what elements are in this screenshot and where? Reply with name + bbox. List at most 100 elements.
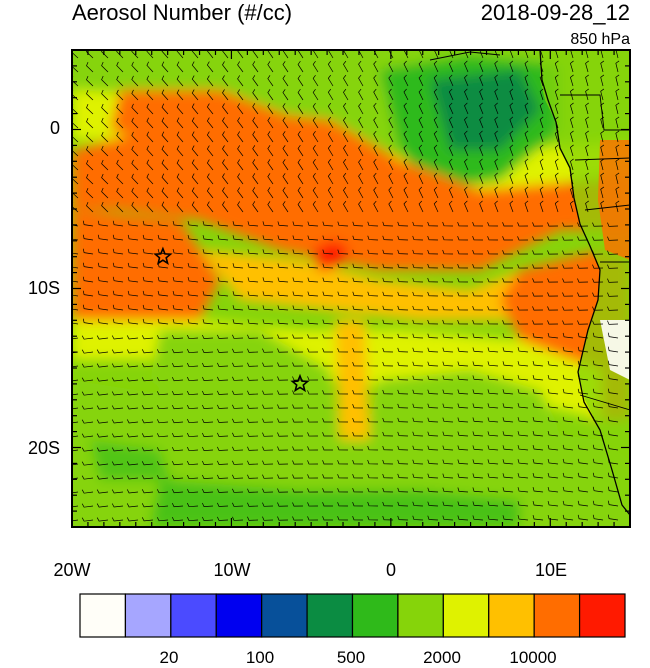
wind-barb [337, 221, 349, 227]
wind-barb [547, 250, 559, 255]
wind-barb [126, 475, 139, 480]
wind-barb [532, 501, 544, 507]
wind-barb [547, 388, 559, 395]
wind-barb [524, 116, 529, 129]
wind-barb [247, 502, 259, 507]
wind-barb [156, 335, 169, 340]
wind-barb [418, 116, 424, 129]
wind-barb [96, 419, 109, 424]
wind-barb [72, 238, 79, 241]
x-label-0: 0 [385, 560, 396, 580]
wind-barb [262, 305, 274, 311]
wind-barb [487, 515, 499, 521]
wind-barb [322, 334, 334, 339]
wind-barb [502, 473, 514, 479]
wind-barb [292, 390, 304, 395]
wind-barb [382, 487, 394, 493]
wind-barb [427, 487, 439, 493]
wind-barb [292, 221, 304, 227]
wind-barb [600, 172, 605, 185]
wind-barb [161, 89, 169, 101]
wind-barb [141, 363, 154, 368]
wind-barb [131, 159, 139, 171]
wind-barb [161, 131, 169, 143]
wind-barb [343, 158, 349, 171]
wind-barb [418, 50, 424, 59]
wind-barb [282, 103, 289, 115]
colorbar-label-100: 100 [245, 648, 275, 667]
wind-barb [479, 200, 484, 213]
wind-barb [161, 103, 169, 115]
wind-barb [232, 446, 244, 451]
wind-barb [487, 487, 499, 493]
wind-barb [532, 459, 544, 465]
wind-barb [111, 447, 124, 452]
wind-barb [494, 50, 499, 59]
wind-barb [585, 74, 589, 87]
wind-barb [472, 292, 484, 297]
wind-barb [176, 117, 184, 129]
wind-barb [494, 74, 499, 87]
wind-barb [327, 60, 334, 73]
wind-barb [532, 361, 544, 367]
wind-barb [307, 277, 319, 283]
wind-barb [297, 117, 304, 129]
wind-barb [418, 60, 424, 73]
wind-barb [191, 89, 199, 101]
wind-barb [126, 405, 139, 410]
wind-barb [532, 278, 544, 283]
wind-barb [131, 89, 139, 101]
wind-barb [232, 432, 244, 437]
wind-barb [312, 172, 319, 185]
colorbar-swatch [215, 593, 263, 638]
wind-barb [532, 473, 544, 479]
wind-barb [427, 515, 439, 521]
wind-barb [352, 473, 364, 479]
wind-barb [457, 501, 469, 507]
wind-barb [517, 333, 529, 339]
wind-barb [262, 516, 274, 521]
wind-barb [282, 117, 289, 129]
wind-barb [403, 130, 409, 143]
wind-barb [397, 487, 409, 493]
colorbar-swatch [79, 593, 127, 638]
wind-barb [554, 88, 559, 101]
wind-barb [262, 460, 274, 465]
wind-barb [247, 249, 259, 255]
wind-barb [277, 362, 289, 367]
wind-barb [427, 459, 439, 465]
wind-barb [570, 200, 574, 213]
wind-barb [577, 486, 589, 493]
wind-barb [457, 445, 469, 451]
wind-barb [343, 200, 349, 213]
wind-barb [472, 487, 484, 493]
wind-barb [562, 444, 574, 451]
wind-barb [247, 390, 259, 395]
wind-barb [202, 291, 214, 297]
wind-barb [262, 235, 274, 241]
wind-barb [217, 488, 229, 493]
wind-barb [247, 277, 259, 283]
wind-barb [247, 263, 259, 269]
wind-barb [171, 334, 184, 340]
wind-barb [615, 88, 620, 101]
wind-barb [202, 418, 214, 423]
wind-barb [262, 390, 274, 395]
wind-barb [479, 144, 484, 157]
colorbar-swatch [578, 593, 626, 638]
wind-barb [327, 88, 334, 101]
wind-barb [367, 361, 379, 367]
wind-barb [547, 458, 559, 465]
wind-barb [367, 305, 379, 311]
wind-barb [517, 222, 529, 227]
wind-barb [524, 172, 529, 185]
wind-barb [562, 486, 574, 493]
wind-barb [262, 249, 274, 255]
wind-barb [577, 306, 589, 311]
wind-barb [464, 88, 469, 101]
wind-barb [187, 221, 199, 227]
wind-barb [479, 130, 484, 143]
wind-barb [126, 461, 139, 466]
wind-barb [172, 276, 184, 283]
wind-barb [116, 201, 124, 213]
